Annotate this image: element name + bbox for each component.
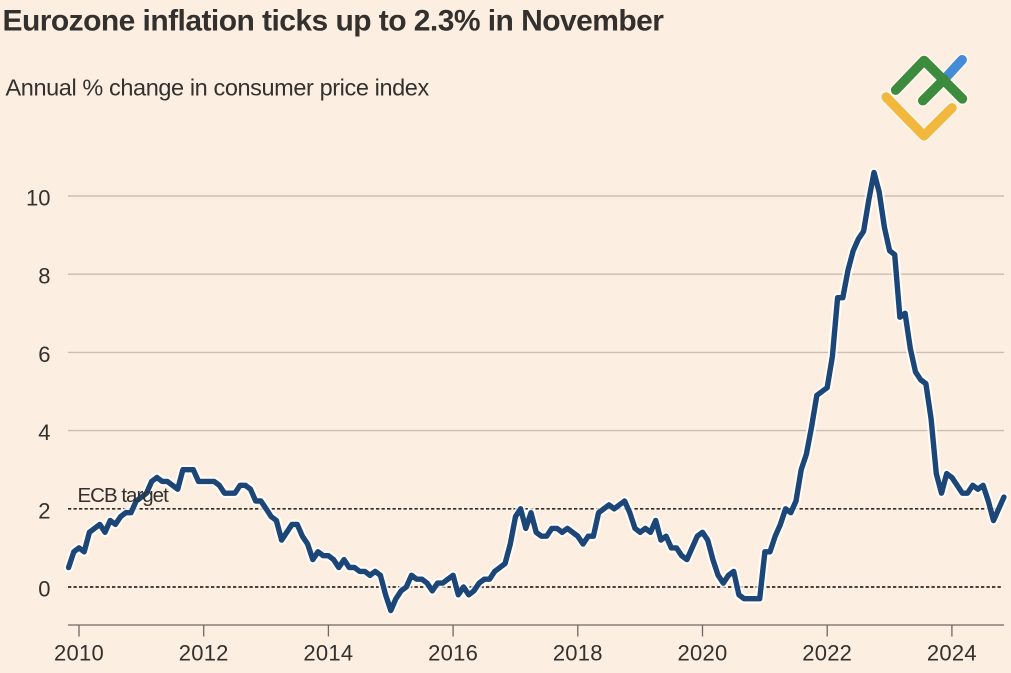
svg-text:Annual % change in consumer pr: Annual % change in consumer price index	[6, 75, 430, 101]
svg-text:ECB target: ECB target	[78, 484, 170, 507]
svg-text:2010: 2010	[54, 641, 104, 666]
svg-text:Eurozone inflation ticks up to: Eurozone inflation ticks up to 2.3% in N…	[3, 5, 665, 38]
svg-text:4: 4	[38, 420, 50, 445]
svg-text:2016: 2016	[428, 641, 478, 666]
svg-text:0: 0	[38, 577, 50, 602]
svg-text:10: 10	[26, 186, 50, 211]
svg-text:6: 6	[38, 342, 50, 367]
svg-text:8: 8	[38, 264, 50, 289]
svg-text:2022: 2022	[802, 641, 852, 666]
svg-text:2012: 2012	[179, 641, 229, 666]
svg-text:2020: 2020	[678, 641, 728, 666]
svg-text:2024: 2024	[927, 641, 977, 666]
svg-text:2: 2	[38, 498, 50, 523]
svg-text:2014: 2014	[303, 641, 353, 666]
svg-text:2018: 2018	[553, 641, 603, 666]
